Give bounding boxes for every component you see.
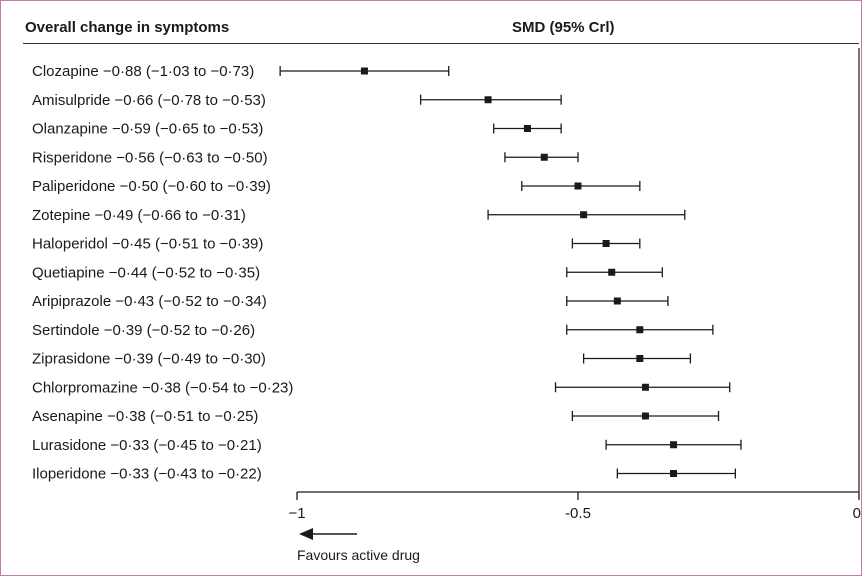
- estimate-marker-asenapine: [641, 412, 649, 420]
- row-label-clozapine: Clozapine −0·88 (−1·03 to −0·73): [32, 63, 254, 80]
- estimate-marker-quetiapine: [608, 268, 616, 276]
- row-label-haloperidol: Haloperidol −0·45 (−0·51 to −0·39): [32, 236, 263, 253]
- estimate-marker-olanzapine: [523, 125, 531, 132]
- row-label-zotepine: Zotepine −0·49 (−0·66 to −0·31): [32, 207, 246, 224]
- row-label-quetiapine: Quetiapine −0·44 (−0·52 to −0·35): [32, 264, 260, 281]
- estimate-marker-risperidone: [540, 153, 548, 161]
- chart-title: Overall change in symptoms: [25, 19, 230, 36]
- estimate-marker-iloperidone: [670, 470, 678, 477]
- x-tick-label: −1: [288, 505, 305, 522]
- row-label-paliperidone: Paliperidone −0·50 (−0·60 to −0·39): [32, 178, 271, 195]
- header-rule: [23, 43, 859, 44]
- x-tick-label: -0.5: [565, 505, 591, 522]
- row-label-sertindole: Sertindole −0·39 (−0·52 to −0·26): [32, 322, 255, 339]
- estimate-marker-paliperidone: [574, 182, 582, 190]
- row-label-iloperidone: Iloperidone −0·33 (−0·43 to −0·22): [32, 466, 262, 483]
- estimate-marker-amisulpride: [484, 96, 492, 104]
- row-label-lurasidone: Lurasidone −0·33 (−0·45 to −0·21): [32, 437, 262, 454]
- estimate-marker-aripiprazole: [613, 297, 621, 305]
- value-column-header: SMD (95% Crl): [512, 19, 615, 36]
- favours-annotation: Favours active drug: [297, 547, 420, 563]
- estimate-marker-sertindole: [636, 326, 644, 334]
- x-tick-label: 0: [853, 505, 861, 522]
- row-label-aripiprazole: Aripiprazole −0·43 (−0·52 to −0·34): [32, 293, 267, 310]
- favours-arrow-head: [299, 528, 313, 540]
- estimate-marker-clozapine: [360, 67, 368, 75]
- estimate-marker-lurasidone: [670, 441, 678, 449]
- estimate-marker-chlorpromazine: [641, 383, 649, 391]
- estimate-marker-zotepine: [580, 211, 588, 219]
- row-label-chlorpromazine: Chlorpromazine −0·38 (−0·54 to −0·23): [32, 379, 293, 396]
- row-label-ziprasidone: Ziprasidone −0·39 (−0·49 to −0·30): [32, 351, 266, 368]
- estimate-marker-haloperidol: [602, 240, 610, 247]
- row-label-asenapine: Asenapine −0·38 (−0·51 to −0·25): [32, 408, 258, 425]
- row-label-olanzapine: Olanzapine −0·59 (−0·65 to −0·53): [32, 121, 263, 138]
- row-label-amisulpride: Amisulpride −0·66 (−0·78 to −0·53): [32, 92, 266, 109]
- row-label-risperidone: Risperidone −0·56 (−0·63 to −0·50): [32, 149, 268, 166]
- estimate-marker-ziprasidone: [636, 355, 644, 362]
